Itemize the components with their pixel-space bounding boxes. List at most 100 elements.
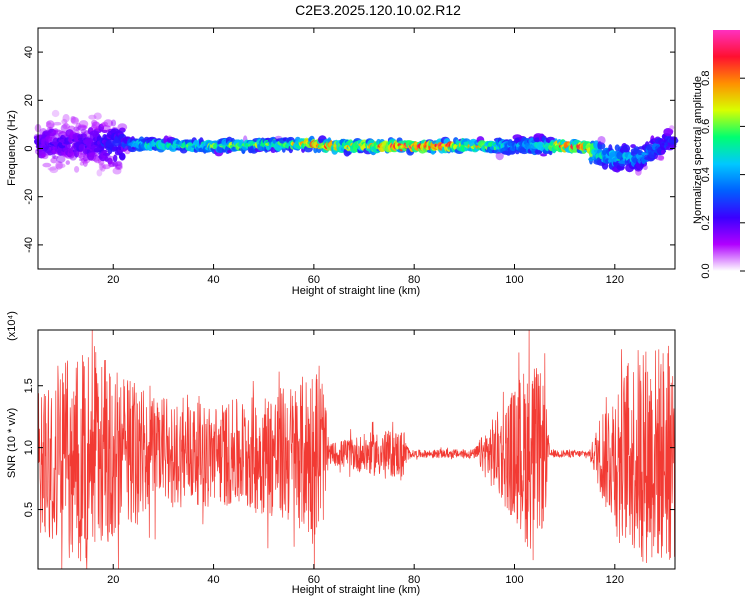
spectrogram-cell: [110, 119, 117, 127]
spectrogram-cell: [88, 152, 97, 162]
spectrogram-cell: [45, 123, 55, 129]
spectrogram-cell: [101, 129, 108, 133]
spectrogram-cell: [55, 130, 63, 135]
colorbar-tick-label: 0.6: [700, 119, 712, 134]
spectrogram-cell: [62, 123, 70, 130]
spectrogram-cell: [44, 136, 53, 142]
spectrogram-cell: [51, 132, 61, 140]
spectrogram-cell: [630, 144, 636, 149]
spectrogram-y-tick-label: -40: [23, 237, 35, 253]
spectrogram-cell: [41, 153, 46, 158]
spectrogram-cell: [100, 122, 106, 128]
spectrogram-cell: [666, 128, 674, 134]
snr-x-tick-label: 20: [107, 574, 119, 586]
snr-x-tick-label: 100: [505, 574, 523, 586]
spectrogram-cell: [83, 159, 88, 167]
spectrogram-cell: [49, 166, 59, 174]
spectrogram-cell: [53, 121, 62, 126]
spectrogram-cell: [37, 149, 46, 159]
spectrogram-cell: [47, 167, 57, 171]
spectrogram-cell: [622, 144, 631, 153]
spectrogram-cell: [113, 154, 118, 163]
spectrogram-cell: [56, 155, 66, 164]
colorbar-tick-label: 0.0: [700, 263, 712, 278]
spectrogram-cell: [669, 136, 678, 141]
snr-x-tick-label: 120: [606, 574, 624, 586]
spectrogram-cell: [49, 134, 55, 139]
spectrogram-panel: 20 40 60 80 100 120 40 20 0 -20 -40 Height of stra…: [6, 27, 679, 297]
spectrogram-cell: [80, 133, 87, 139]
spectrogram-cell: [112, 161, 122, 167]
spectrogram-cell: [118, 127, 126, 133]
spectrogram-y-tick-label: 20: [23, 94, 35, 106]
spectrogram-cell: [91, 154, 101, 162]
spectrogram-cell: [74, 166, 80, 173]
spectrogram-x-tick-label: 40: [207, 274, 219, 286]
spectrogram-cell: [48, 137, 53, 141]
spectrogram-cell: [658, 155, 665, 161]
spectrogram-cell: [597, 136, 606, 145]
snr-y-tick-label: 1.5: [23, 378, 35, 393]
spectrogram-cell: [102, 164, 111, 170]
spectrogram-cell: [117, 123, 128, 131]
spectrogram-heatmap: [33, 109, 679, 177]
spectrogram-x-tick-label: 20: [107, 274, 119, 286]
spectrogram-y-axis-label: Frequency (Hz): [6, 110, 18, 186]
colorbar-label: Normalized spectral amplitude: [692, 76, 704, 224]
colorbar-gradient: [713, 30, 740, 271]
spectrogram-cell: [102, 153, 111, 156]
spectrogram-cell: [68, 147, 74, 155]
snr-y-axis-label: SNR (10 * v/v): [6, 408, 18, 478]
snr-x-axis-label: Height of straight line (km): [292, 584, 420, 596]
spectrogram-cell: [654, 155, 665, 161]
spectrogram-cell: [107, 161, 116, 168]
spectrogram-x-tick-label: 60: [308, 274, 320, 286]
spectrogram-cell: [67, 143, 72, 148]
spectrogram-cell: [44, 138, 49, 146]
spectrogram-cell: [51, 109, 60, 118]
spectrogram-cell: [80, 128, 87, 134]
spectrogram-cell: [96, 169, 103, 177]
spectrogram-x-tick-label: 120: [606, 274, 624, 286]
spectrogram-cell: [60, 124, 68, 133]
spectrogram-cell: [57, 131, 68, 139]
spectrogram-y-tick-label: 0: [23, 145, 35, 151]
spectrogram-cell: [50, 157, 58, 164]
spectrogram-x-tick-label: 80: [408, 274, 420, 286]
spectrogram-cell: [597, 142, 606, 150]
spectrogram-cell: [112, 161, 119, 168]
spectrogram-cell: [663, 128, 674, 136]
spectrogram-cell: [93, 112, 102, 120]
spectrogram-cell: [62, 114, 70, 123]
spectrogram-cell: [78, 120, 89, 128]
spectrogram-cell: [41, 153, 49, 160]
spectrogram-cell: [52, 155, 59, 159]
spectrogram-x-axis-label: Height of straight line (km): [292, 285, 420, 297]
spectrogram-cell: [660, 149, 666, 155]
spectrogram-cell: [495, 151, 504, 161]
spectrogram-cell: [98, 149, 108, 153]
snr-y-tick-label: 1.0: [23, 440, 35, 455]
spectrogram-cell: [46, 121, 51, 125]
spectrogram-cell: [73, 126, 80, 131]
spectrogram-x-tick-label: 100: [505, 274, 523, 286]
snr-y-multiplier: (x10⁴): [6, 311, 18, 341]
colorbar-ticks: 0.0 0.2 0.4 0.6 0.8: [700, 71, 745, 279]
colorbar-tick-label: 0.2: [700, 215, 712, 230]
spectrogram-cell: [669, 125, 675, 130]
spectrogram-cell: [643, 164, 648, 171]
spectrogram-cell: [107, 157, 113, 165]
colorbar: 0.0 0.2 0.4 0.6 0.8 Normalized spectral ampl…: [692, 30, 745, 279]
spectrogram-cell: [89, 152, 99, 157]
spectrogram-cell: [79, 161, 85, 166]
spectrogram-cell: [65, 160, 71, 165]
spectrogram-cell: [670, 144, 677, 149]
spectrogram-cell: [51, 154, 56, 159]
spectrogram-cell: [76, 146, 84, 152]
spectrogram-cell: [75, 122, 82, 131]
spectrogram-cell: [46, 120, 55, 129]
spectrogram-cell: [78, 158, 89, 162]
spectrogram-cell: [83, 125, 88, 129]
snr-axes: 20 40 60 80 100 120 0.5 1.0 1.5: [23, 330, 675, 586]
